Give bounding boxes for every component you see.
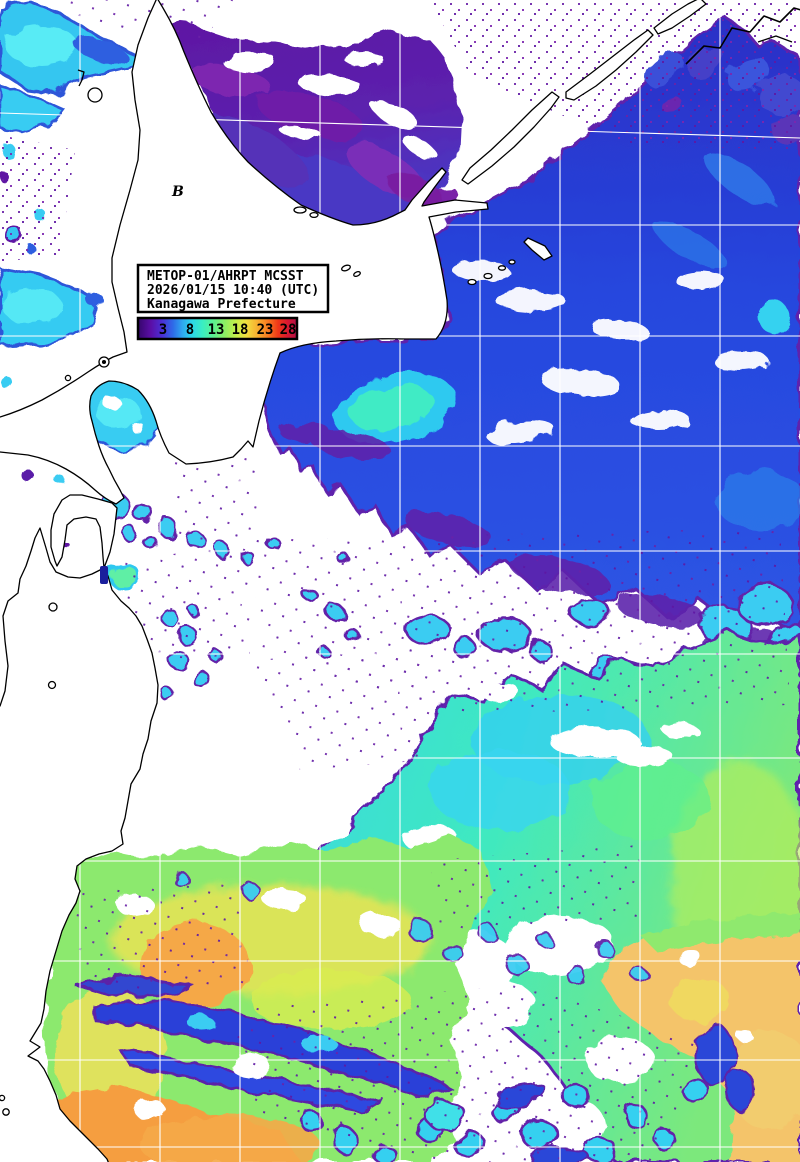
colorbar-tick: 3: [159, 322, 167, 338]
temperature-colorbar: 3 8 13 18 23 28: [136, 316, 299, 341]
coastline-kuril-kunashiri: [461, 91, 560, 185]
metadata-info-box: METOP-01/AHRPT MCSST 2026/01/15 10:40 (U…: [136, 263, 330, 314]
map-annotation-b: B: [171, 184, 184, 200]
colorbar-tick: 18: [232, 322, 249, 338]
info-datetime-line: 2026/01/15 10:40 (UTC): [147, 283, 319, 298]
coastline-honshu: [0, 494, 159, 1162]
coastline-kuril-etorofu: [565, 29, 654, 101]
coastline-northeast-corner: [685, 7, 800, 65]
info-satellite-line: METOP-01/AHRPT MCSST: [147, 269, 304, 284]
colorbar-tick: 8: [186, 322, 194, 338]
colorbar-tick: 23: [257, 322, 274, 338]
coastline-northeast-corner2: [757, 35, 793, 43]
colorbar-tick: 13: [208, 322, 225, 338]
info-region-line: Kanagawa Prefecture: [147, 297, 296, 312]
colorbar-tick: 28: [280, 322, 297, 338]
coastline-kuril-far: [653, 0, 707, 35]
coastline-hokkaido: [0, 0, 489, 505]
small-islands: [0, 69, 553, 1116]
cold-pixel-artifact: [100, 566, 108, 584]
